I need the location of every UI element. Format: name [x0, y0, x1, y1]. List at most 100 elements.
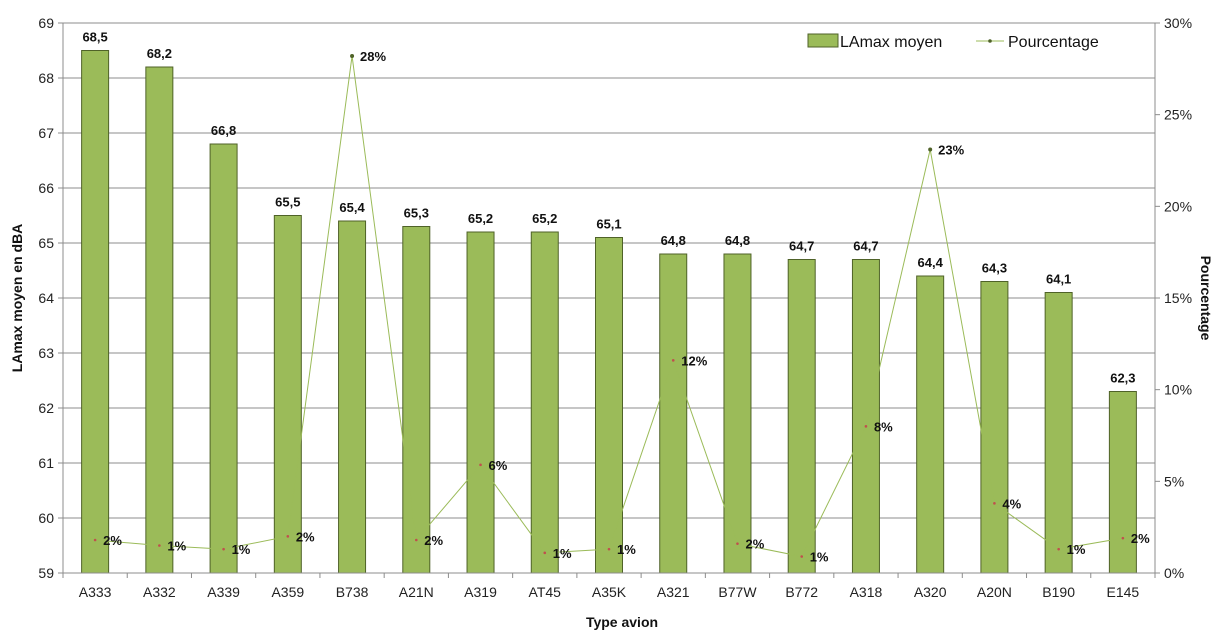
bar	[81, 50, 110, 574]
percentage-label: 1%	[167, 539, 186, 554]
percentage-label: 28%	[360, 49, 386, 64]
percentage-labels: 2% 1% 1% 2% 28% 2% 6% 1% 1% 12% 2% 1% 8% 23% 4% 1% 2%	[103, 49, 1150, 565]
y2-tick-labels: 0% 5% 10% 15% 20% 25% 30%	[1164, 15, 1192, 581]
y2-tick-label: 0%	[1164, 565, 1184, 581]
bar-value-label: 65,3	[404, 206, 429, 221]
percentage-label: 12%	[681, 353, 707, 368]
percentage-label: 2%	[1131, 531, 1150, 546]
legend-line-marker	[988, 39, 992, 43]
bar-value-label: 65,5	[275, 195, 300, 210]
bar-value-label: 64,1	[1046, 272, 1071, 287]
bar-value-label: 64,3	[982, 261, 1007, 276]
bar-value-label: 68,2	[147, 46, 172, 61]
percentage-marker	[864, 425, 868, 428]
y2-tick-label: 25%	[1164, 107, 1192, 123]
x-tick-label: A21N	[399, 584, 434, 600]
bar	[916, 275, 945, 574]
legend-line-label: Pourcentage	[1008, 34, 1099, 51]
y2-tick-label: 15%	[1164, 290, 1192, 306]
bar	[466, 231, 495, 574]
percentage-marker	[607, 547, 611, 551]
percentage-label: 2%	[424, 533, 443, 548]
percentage-label: 2%	[745, 537, 764, 552]
x-tick-labels: A333 A332 A339 A359 B738 A21N A319 AT45 A35K A321…	[79, 584, 1140, 600]
x-tick-label: E145	[1107, 584, 1140, 600]
bars	[81, 50, 1137, 574]
y2-axis-title: Pourcentage	[1198, 256, 1214, 341]
x-tick-label: A319	[464, 584, 497, 600]
percentage-marker	[736, 542, 739, 545]
y-tick-label: 69	[38, 15, 54, 31]
x-tick-label: B77W	[718, 584, 757, 600]
y-tick-label: 68	[38, 70, 54, 86]
x-tick-label: A321	[657, 584, 690, 600]
x-axis-title: Type avion	[586, 614, 658, 630]
bar	[338, 220, 367, 574]
percentage-label: 2%	[296, 529, 315, 544]
legend: LAmax moyen Pourcentage	[807, 33, 1099, 51]
percentage-marker	[1121, 536, 1125, 540]
bar	[530, 231, 559, 574]
bar-value-label: 64,8	[661, 233, 686, 248]
axes	[58, 22, 1160, 578]
percentage-label: 1%	[617, 542, 636, 557]
percentage-label: 1%	[810, 550, 829, 565]
y2-tick-label: 30%	[1164, 15, 1192, 31]
percentage-label: 8%	[874, 419, 893, 434]
bar-value-label: 68,5	[82, 30, 107, 45]
bar-value-label: 64,8	[725, 233, 750, 248]
y-axis-title: LAmax moyen en dBA	[9, 224, 25, 373]
bar-value-label: 64,4	[918, 255, 944, 270]
y-tick-label: 62	[38, 400, 54, 416]
x-tick-label: A332	[143, 584, 176, 600]
x-tick-label: A35K	[592, 584, 627, 600]
x-tick-label: B772	[785, 584, 818, 600]
bar-value-label: 62,3	[1110, 371, 1135, 386]
percentage-marker	[928, 147, 933, 152]
y-tick-label: 66	[38, 180, 54, 196]
bar-value-label: 65,2	[532, 211, 557, 226]
percentage-marker	[286, 535, 290, 538]
percentage-label: 2%	[103, 533, 122, 548]
bar-value-labels: 68,5 68,2 66,8 65,5 65,4 65,3 65,2 65,2 65,1 64,8…	[82, 30, 1135, 386]
y-tick-label: 61	[38, 455, 54, 471]
y-tick-labels: 59 60 61 62 63 64 65 66 67 68 69	[38, 15, 54, 581]
bar	[145, 66, 174, 574]
y-tick-label: 60	[38, 510, 54, 526]
x-tick-label: A20N	[977, 584, 1012, 600]
y-tick-label: 64	[38, 290, 54, 306]
y2-tick-label: 5%	[1164, 473, 1184, 489]
bar	[723, 253, 752, 574]
x-tick-label: A333	[79, 584, 112, 600]
x-tick-label: B738	[336, 584, 369, 600]
legend-bar-swatch	[807, 33, 839, 48]
bar	[980, 281, 1009, 574]
bar	[402, 226, 431, 574]
percentage-marker	[350, 54, 355, 58]
percentage-marker	[414, 538, 418, 542]
bar	[209, 143, 238, 574]
y-tick-label: 59	[38, 565, 54, 581]
bar-value-label: 64,7	[789, 239, 814, 254]
bar-value-label: 66,8	[211, 123, 236, 138]
percentage-marker	[800, 555, 804, 558]
bar-value-label: 64,7	[853, 239, 878, 254]
percentage-marker	[1057, 547, 1060, 551]
bar-value-label: 65,2	[468, 211, 493, 226]
y-tick-label: 67	[38, 125, 54, 141]
bar	[659, 253, 688, 574]
percentage-label: 23%	[938, 143, 964, 158]
y2-tick-label: 20%	[1164, 198, 1192, 214]
bar	[595, 237, 623, 574]
bar	[273, 215, 302, 574]
percentage-label: 4%	[1002, 496, 1021, 511]
percentage-label: 1%	[232, 542, 251, 557]
percentage-label: 1%	[553, 546, 572, 561]
legend-bar-label: LAmax moyen	[840, 34, 942, 51]
percentage-marker	[993, 502, 996, 505]
bar-value-label: 65,1	[596, 217, 621, 232]
y-tick-label: 65	[38, 235, 54, 251]
x-tick-label: A339	[207, 584, 240, 600]
percentage-label: 6%	[489, 458, 508, 473]
